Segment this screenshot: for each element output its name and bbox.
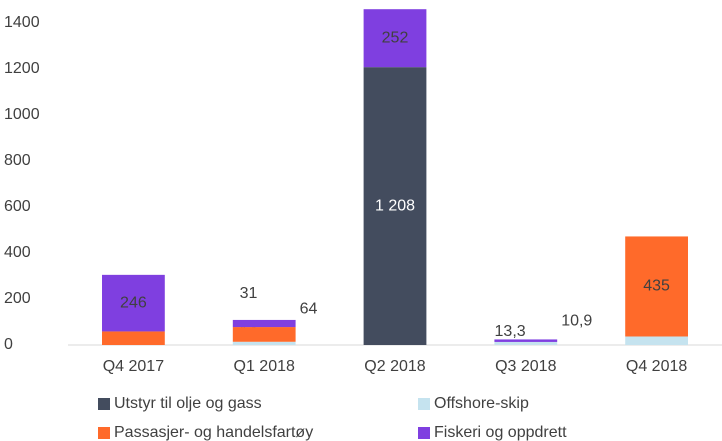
legend-label: Utstyr til olje og gass [114, 395, 262, 412]
y-tick-label: 200 [4, 290, 31, 307]
data-label: 435 [643, 278, 670, 295]
legend-swatch [98, 427, 110, 439]
legend-swatch [98, 398, 110, 410]
bar-segment [625, 236, 688, 337]
bar-segment [232, 319, 296, 328]
bar-segment [625, 336, 688, 345]
x-tick-label: Q1 2018 [234, 358, 295, 375]
data-label: 246 [120, 294, 147, 311]
legend-label: Passasjer- og handelsfartøy [114, 424, 313, 441]
y-tick-label: 1200 [4, 60, 40, 77]
data-label: 1 208 [375, 197, 415, 214]
data-label: 252 [382, 29, 409, 46]
bar-segment [102, 331, 165, 345]
legend-label: Fiskeri og oppdrett [434, 424, 567, 441]
data-label: 10,9 [561, 313, 592, 330]
legend-label: Offshore-skip [434, 395, 529, 412]
x-tick-label: Q2 2018 [364, 358, 425, 375]
bar-segment [363, 67, 427, 345]
data-label: 31 [240, 285, 258, 302]
bar-segment [232, 341, 296, 345]
bar-segment [494, 341, 558, 345]
legend-swatch [418, 427, 430, 439]
y-tick-label: 1000 [4, 106, 40, 123]
y-tick-label: 600 [4, 198, 31, 215]
bar-segment [102, 274, 165, 332]
data-label: 13,3 [495, 323, 526, 340]
x-tick-label: Q4 2017 [103, 358, 164, 375]
bar-segment [232, 327, 296, 342]
y-tick-label: 1400 [4, 14, 40, 31]
bar-segment [363, 9, 427, 68]
y-tick-label: 800 [4, 152, 31, 169]
x-tick-label: Q4 2018 [626, 358, 687, 375]
bar-segment [494, 339, 558, 342]
x-tick-label: Q3 2018 [495, 358, 556, 375]
legend-swatch [418, 398, 430, 410]
y-tick-label: 400 [4, 244, 31, 261]
data-label: 64 [300, 300, 318, 317]
y-tick-label: 0 [4, 336, 13, 353]
